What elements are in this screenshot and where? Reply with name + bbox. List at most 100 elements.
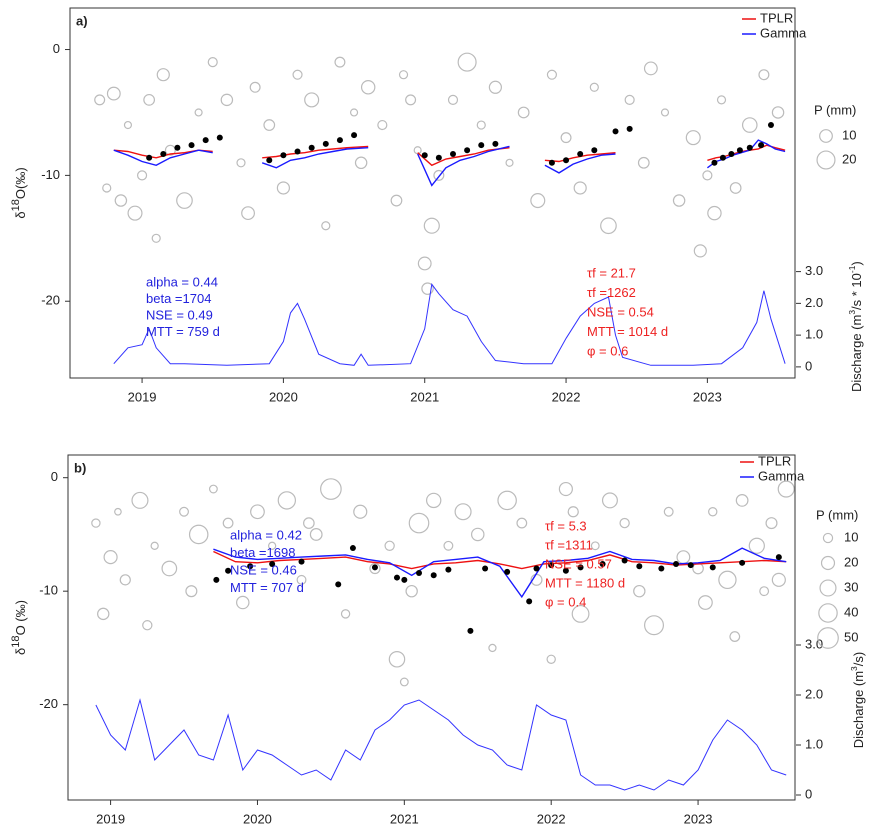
y-tick-label: 0 xyxy=(53,41,60,56)
observed-point xyxy=(435,154,442,161)
observed-point xyxy=(216,134,223,141)
y2-tick-label: 3.0 xyxy=(805,263,823,278)
axis-label-part: δ xyxy=(13,648,28,655)
observed-point xyxy=(746,144,753,151)
precipitation-bubble xyxy=(707,205,722,221)
annotation: τf =1311 xyxy=(545,537,593,552)
precipitation-bubble xyxy=(718,570,737,590)
precipitation-bubble xyxy=(164,144,176,156)
precipitation-bubble xyxy=(413,146,422,155)
observed-point xyxy=(421,152,428,159)
size-legend-bubble xyxy=(819,129,833,143)
observed-point xyxy=(548,562,555,569)
observed-point xyxy=(577,564,584,571)
observed-point xyxy=(430,572,437,579)
precipitation-bubble xyxy=(276,181,291,195)
size-legend-bubble xyxy=(819,579,837,597)
precipitation-bubble xyxy=(176,192,193,209)
observed-point xyxy=(492,140,499,147)
precipitation-bubble xyxy=(454,503,472,521)
precipitation-bubble xyxy=(103,550,118,565)
precipitation-bubble xyxy=(530,193,546,209)
plot-frame xyxy=(69,7,796,379)
annotation: NSE = 0.54 xyxy=(587,304,654,319)
precipitation-bubble xyxy=(321,221,331,231)
precipitation-bubble xyxy=(771,572,786,587)
annotation: τf =1262 xyxy=(587,285,636,300)
precipitation-bubble xyxy=(405,94,417,106)
observed-point xyxy=(371,564,378,571)
observed-point xyxy=(401,576,408,583)
plot-area xyxy=(91,478,795,791)
precipitation-bubble xyxy=(417,256,432,271)
x-tick-label: 2020 xyxy=(243,811,272,826)
annotation: φ = 0.4 xyxy=(545,594,586,609)
annotation: MTT = 1180 d xyxy=(545,575,625,590)
precipitation-bubble xyxy=(236,158,246,168)
precipitation-bubble xyxy=(119,574,131,586)
precipitation-bubble xyxy=(644,615,665,636)
axis-label-part: Discharge (m xyxy=(849,315,864,392)
y2-tick-label: 1.0 xyxy=(805,327,823,342)
precipitation-bubble xyxy=(405,584,418,598)
precipitation-bubble xyxy=(390,194,403,207)
precipitation-bubble xyxy=(263,119,276,131)
observed-point xyxy=(599,560,606,567)
panel-label: a) xyxy=(76,13,88,28)
precipitation-bubble xyxy=(241,206,255,221)
precipitation-bubble xyxy=(220,93,234,107)
size-legend-bubble xyxy=(820,555,836,571)
precipitation-bubble xyxy=(765,517,778,530)
precipitation-bubble xyxy=(384,540,395,551)
y-tick-label: -10 xyxy=(41,167,60,182)
precipitation-bubble xyxy=(560,132,572,144)
y2-tick-label: 0 xyxy=(805,786,812,801)
legend-label: TPLR xyxy=(760,10,793,25)
precipitation-bubble xyxy=(729,631,741,642)
observed-point xyxy=(728,150,735,157)
observed-point xyxy=(174,144,181,151)
observed-point xyxy=(213,576,220,583)
precipitation-bubble xyxy=(106,86,121,101)
y2-tick-label: 0 xyxy=(805,358,812,373)
observed-point xyxy=(416,570,423,577)
precipitation-bubble xyxy=(421,282,434,295)
precipitation-bubble xyxy=(643,61,658,76)
observed-point xyxy=(449,150,456,157)
precipitation-bubble xyxy=(320,478,342,500)
observed-point xyxy=(719,154,726,161)
precipitation-bubble xyxy=(624,94,635,105)
observed-point xyxy=(709,564,716,571)
axis-label-part: O (‰) xyxy=(13,600,28,635)
precipitation-bubble xyxy=(571,604,590,623)
precipitation-bubble xyxy=(633,584,646,598)
observed-point xyxy=(322,140,329,147)
observed-point xyxy=(562,567,569,574)
observed-point xyxy=(758,142,765,149)
precipitation-bubble xyxy=(637,156,650,169)
observed-point xyxy=(548,159,555,166)
legend-label: Gamma xyxy=(758,468,805,483)
series-line xyxy=(113,139,786,187)
precipitation-bubble xyxy=(672,194,686,207)
x-tick-label: 2022 xyxy=(552,389,581,404)
precipitation-bubble xyxy=(91,518,101,528)
precipitation-bubble xyxy=(94,94,106,106)
annotation: τf = 21.7 xyxy=(587,265,636,280)
precipitation-bubble xyxy=(693,244,707,258)
precipitation-bubble xyxy=(369,562,381,575)
precipitation-bubble xyxy=(497,490,517,511)
precipitation-bubble xyxy=(377,119,388,131)
annotation: beta =1704 xyxy=(146,291,211,306)
observed-point xyxy=(294,148,301,155)
x-tick-label: 2019 xyxy=(128,389,157,404)
observed-point xyxy=(393,574,400,581)
precipitation-bubble xyxy=(194,108,203,117)
discharge-line xyxy=(95,698,787,791)
x-tick-label: 2023 xyxy=(684,811,713,826)
precipitation-bubble xyxy=(142,620,153,631)
precipitation-bubble xyxy=(143,93,156,106)
y-tick-label: -10 xyxy=(39,583,58,598)
precipitation-bubble xyxy=(267,541,277,550)
